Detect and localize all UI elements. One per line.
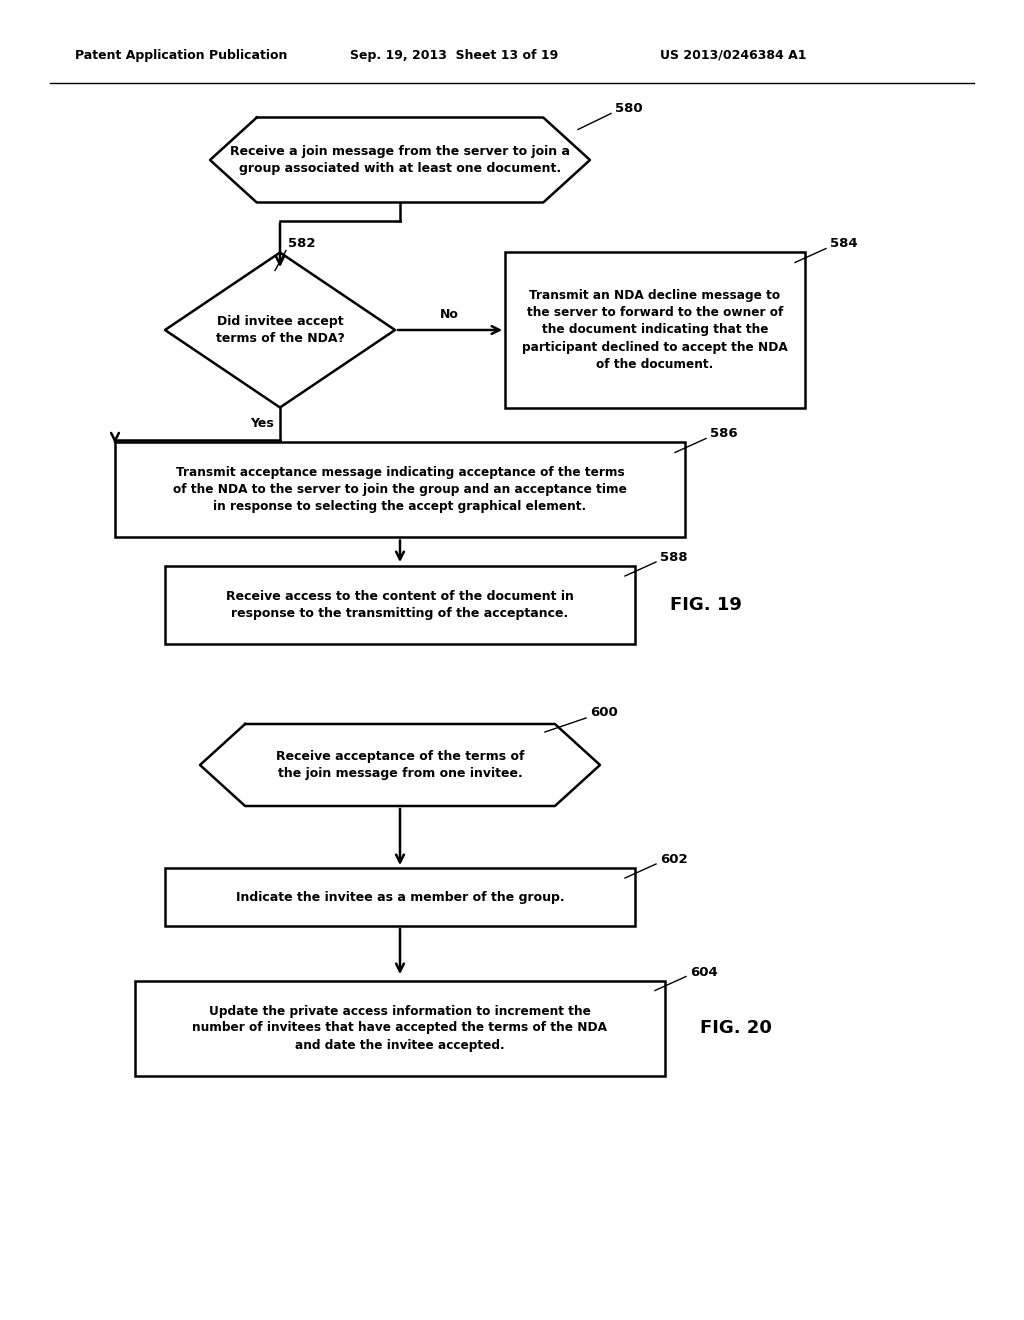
- Text: 600: 600: [590, 706, 617, 719]
- Text: US 2013/0246384 A1: US 2013/0246384 A1: [660, 49, 807, 62]
- Bar: [165, 566, 635, 644]
- Text: FIG. 19: FIG. 19: [670, 597, 741, 614]
- Text: Receive access to the content of the document in
response to the transmitting of: Receive access to the content of the doc…: [226, 590, 573, 620]
- Text: FIG. 20: FIG. 20: [700, 1019, 772, 1038]
- Bar: [135, 981, 665, 1076]
- Text: Did invitee accept
terms of the NDA?: Did invitee accept terms of the NDA?: [216, 315, 344, 345]
- Text: Sep. 19, 2013  Sheet 13 of 19: Sep. 19, 2013 Sheet 13 of 19: [350, 49, 558, 62]
- Bar: [115, 442, 685, 537]
- Text: 588: 588: [660, 550, 688, 564]
- Bar: [165, 869, 635, 927]
- Text: 586: 586: [710, 428, 737, 441]
- Text: 584: 584: [830, 238, 858, 251]
- Text: Update the private access information to increment the
number of invitees that h: Update the private access information to…: [193, 1005, 607, 1052]
- Text: Receive a join message from the server to join a
group associated with at least : Receive a join message from the server t…: [230, 145, 570, 176]
- Text: Indicate the invitee as a member of the group.: Indicate the invitee as a member of the …: [236, 891, 564, 903]
- Text: Transmit an NDA decline message to
the server to forward to the owner of
the doc: Transmit an NDA decline message to the s…: [522, 289, 787, 371]
- Text: No: No: [440, 308, 459, 321]
- Text: 582: 582: [288, 238, 315, 251]
- Text: 602: 602: [660, 853, 688, 866]
- Text: Transmit acceptance message indicating acceptance of the terms
of the NDA to the: Transmit acceptance message indicating a…: [173, 466, 627, 513]
- Text: 604: 604: [690, 965, 718, 978]
- Bar: [505, 252, 805, 408]
- Text: Patent Application Publication: Patent Application Publication: [75, 49, 288, 62]
- Text: Yes: Yes: [250, 417, 273, 430]
- Text: Receive acceptance of the terms of
the join message from one invitee.: Receive acceptance of the terms of the j…: [275, 750, 524, 780]
- Text: 580: 580: [615, 103, 643, 116]
